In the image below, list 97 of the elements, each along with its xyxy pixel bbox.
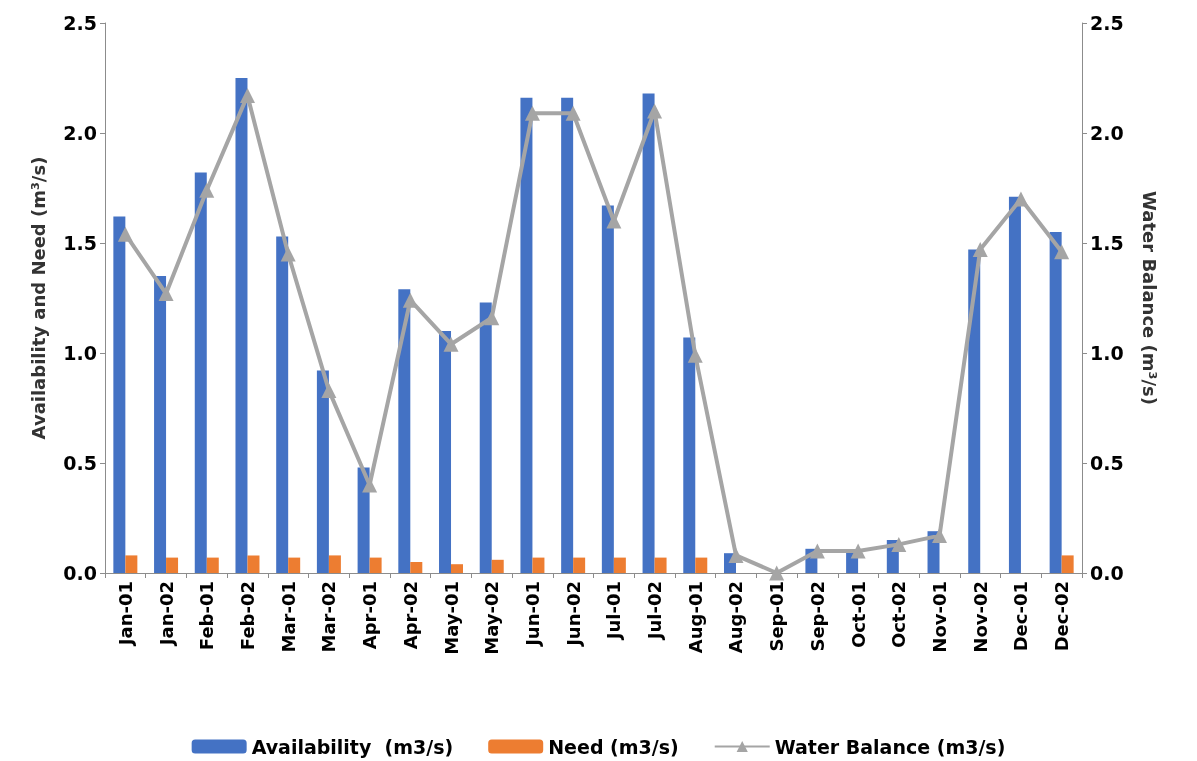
- bar: [206, 557, 219, 573]
- x-tick-label: Nov-02: [969, 581, 991, 653]
- x-tick-label: Jan-01: [114, 581, 136, 648]
- x-tick-label: Jul-01: [603, 581, 625, 642]
- bar: [154, 276, 167, 573]
- point: [1054, 244, 1070, 260]
- bar: [288, 557, 301, 573]
- x-tick-label: Aug-02: [725, 581, 747, 654]
- bar: [328, 555, 341, 573]
- bar: [410, 562, 423, 573]
- y2-tick-label: 1.0: [1090, 342, 1124, 364]
- y2-tick-label: 0.0: [1090, 562, 1124, 584]
- point: [891, 536, 907, 552]
- x-tick-label: Feb-01: [196, 581, 218, 651]
- point: [199, 182, 215, 198]
- bar: [479, 302, 492, 573]
- x-tick-label: Feb-02: [236, 581, 258, 651]
- bar: [613, 557, 626, 573]
- x-tick-label: Dec-01: [1010, 581, 1032, 652]
- legend-label: Water Balance (m3/s): [774, 735, 1006, 758]
- point: [687, 347, 703, 363]
- y-tick-label: 0.0: [63, 562, 97, 584]
- bar: [642, 93, 655, 573]
- x-tick-label: Sep-01: [766, 581, 788, 652]
- bar: [316, 370, 329, 573]
- bar: [125, 555, 138, 573]
- point: [1013, 191, 1029, 207]
- y-tick-label: 0.5: [63, 452, 97, 474]
- point: [728, 547, 744, 563]
- bar: [654, 557, 667, 573]
- x-tick-label: Nov-01: [929, 581, 951, 653]
- x-tick-label: Aug-01: [684, 581, 706, 654]
- bar: [1008, 196, 1021, 573]
- point: [606, 213, 622, 229]
- point: [321, 382, 337, 398]
- bar: [276, 236, 289, 573]
- bar: [520, 97, 533, 573]
- bar: [695, 557, 708, 573]
- bar: [113, 216, 126, 573]
- y-tick-label: 1.5: [63, 232, 97, 254]
- bar: [532, 557, 545, 573]
- bar: [369, 557, 382, 573]
- point: [972, 242, 988, 258]
- x-tick-label: Jun-02: [562, 581, 584, 648]
- y-tick-label: 2.0: [63, 122, 97, 144]
- point: [524, 105, 540, 121]
- y2-tick-label: 1.5: [1090, 232, 1124, 254]
- bar: [968, 249, 981, 573]
- point: [647, 103, 663, 119]
- x-tick-label: Mar-01: [277, 581, 299, 653]
- y2-axis-title: Water Balance (m³/s): [1138, 191, 1160, 405]
- bar: [398, 289, 411, 573]
- point: [158, 286, 174, 302]
- y-axis-title: Availability and Need (m³/s): [27, 156, 49, 440]
- x-tick-label: May-01: [440, 581, 462, 655]
- bar: [1049, 232, 1062, 573]
- point: [565, 105, 581, 121]
- x-tick-label: Mar-02: [318, 581, 340, 653]
- x-tick-label: Sep-02: [806, 581, 828, 652]
- bar: [573, 557, 586, 573]
- x-tick-label: Dec-02: [1051, 581, 1073, 652]
- point: [239, 88, 255, 104]
- x-tick-label: May-02: [481, 581, 503, 655]
- point: [809, 543, 825, 559]
- bar: [491, 559, 504, 573]
- bar: [166, 557, 179, 573]
- point: [280, 246, 296, 262]
- point: [850, 543, 866, 559]
- bar: [451, 564, 464, 573]
- bar: [601, 205, 614, 573]
- x-tick-label: Oct-02: [888, 581, 910, 649]
- bar: [561, 97, 574, 573]
- bar: [439, 331, 452, 573]
- legend-label: Availability (m3/s): [251, 735, 454, 758]
- y-tick-label: 2.5: [63, 12, 97, 34]
- point: [402, 292, 418, 308]
- legend-label: Need (m3/s): [548, 735, 679, 758]
- x-tick-label: Apr-01: [359, 581, 381, 650]
- bar: [247, 555, 260, 573]
- x-tick-label: Apr-02: [399, 581, 421, 650]
- y2-tick-label: 2.5: [1090, 12, 1124, 34]
- point: [117, 226, 133, 242]
- bar: [235, 78, 248, 573]
- y2-tick-label: 0.5: [1090, 452, 1124, 474]
- bar: [683, 337, 696, 573]
- point: [443, 336, 459, 352]
- x-tick-label: Jun-01: [521, 581, 543, 648]
- point: [932, 528, 948, 544]
- x-tick-label: Oct-01: [847, 581, 869, 649]
- point: [769, 565, 785, 581]
- x-tick-label: Jul-02: [644, 581, 666, 642]
- x-tick-label: Jan-02: [155, 581, 177, 648]
- y2-tick-label: 2.0: [1090, 122, 1124, 144]
- point: [484, 310, 500, 326]
- bar: [1061, 555, 1074, 573]
- bar: [194, 172, 207, 573]
- y-tick-label: 1.0: [63, 342, 97, 364]
